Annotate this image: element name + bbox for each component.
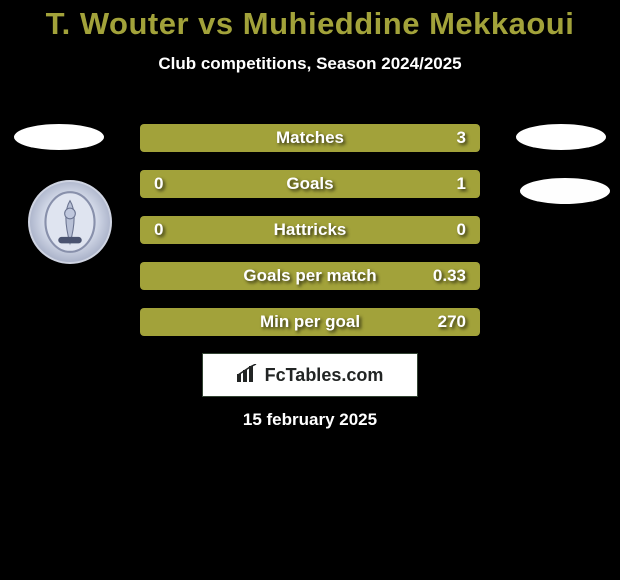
crest-icon xyxy=(43,190,97,254)
source-attribution: FcTables.com xyxy=(202,353,418,397)
stat-right-value: 270 xyxy=(438,312,466,332)
stat-left-value: 0 xyxy=(154,220,163,240)
stat-label: Goals xyxy=(140,174,480,194)
stat-row: 0 Hattricks 0 xyxy=(140,216,480,244)
stat-label: Goals per match xyxy=(140,266,480,286)
stat-row: Min per goal 270 xyxy=(140,308,480,336)
bars-icon xyxy=(237,364,259,387)
stat-right-value: 0.33 xyxy=(433,266,466,286)
comparison-title: T. Wouter vs Muhieddine Mekkaoui xyxy=(0,0,620,42)
stat-right-value: 3 xyxy=(457,128,466,148)
stat-row: Goals per match 0.33 xyxy=(140,262,480,290)
stat-right-value: 0 xyxy=(457,220,466,240)
brand-text: FcTables.com xyxy=(265,365,384,386)
stat-right-value: 1 xyxy=(457,174,466,194)
stat-label: Hattricks xyxy=(140,220,480,240)
stat-label: Min per goal xyxy=(140,312,480,332)
player-right-badge-oval xyxy=(516,124,606,150)
stat-left-value: 0 xyxy=(154,174,163,194)
player-right-badge-oval-2 xyxy=(520,178,610,204)
player-left-badge-oval xyxy=(14,124,104,150)
stat-row: Matches 3 xyxy=(140,124,480,152)
stat-label: Matches xyxy=(140,128,480,148)
stat-row: 0 Goals 1 xyxy=(140,170,480,198)
generated-date: 15 february 2025 xyxy=(0,410,620,430)
stats-table: Matches 3 0 Goals 1 0 Hattricks 0 Goals … xyxy=(140,124,480,354)
season-subtitle: Club competitions, Season 2024/2025 xyxy=(0,54,620,74)
club-crest-left xyxy=(28,180,112,264)
